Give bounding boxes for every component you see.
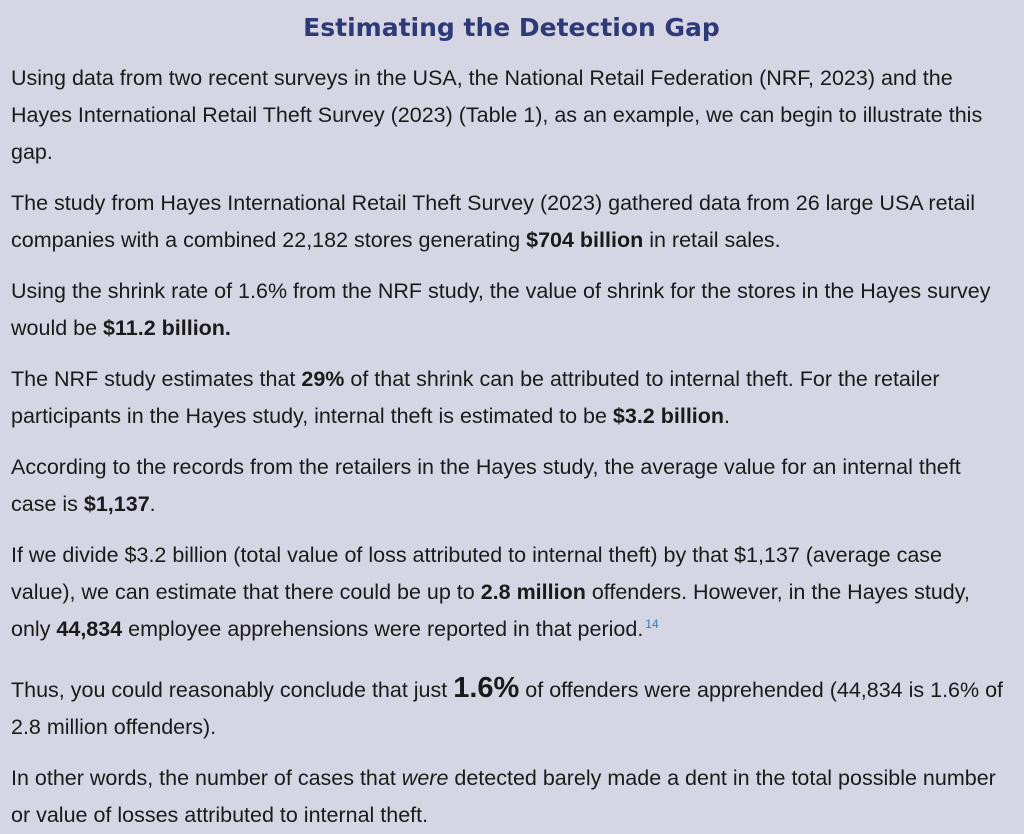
- average-case-value: $1,137: [83, 492, 150, 516]
- text-segment: According to the records from the retail…: [11, 455, 961, 516]
- text-segment: of offenders were apprehended (44,834 is…: [11, 678, 1004, 739]
- paragraph-shrink-rate: Using the shrink rate of 1.6% from the N…: [11, 273, 1012, 347]
- paragraph-offenders-estimate: If we divide $3.2 billion (total value o…: [11, 537, 1012, 648]
- footnote-reference[interactable]: 14: [645, 616, 659, 631]
- text-segment: Using the shrink rate of 1.6% from the N…: [11, 279, 991, 340]
- paragraph-conclusion: Thus, you could reasonably conclude that…: [11, 670, 1012, 746]
- retail-sales-figure: $704 billion: [526, 228, 644, 252]
- text-segment: of that shrink can be attributed to inte…: [11, 367, 940, 428]
- text-segment: offenders. However, in the Hayes study, …: [11, 580, 970, 641]
- internal-theft-value: $3.2 billion: [612, 404, 725, 428]
- emphasis-were: were: [401, 766, 449, 790]
- text-segment: The NRF study estimates that: [11, 367, 302, 391]
- text-segment: .: [149, 492, 156, 516]
- text-segment: employee apprehensions were reported in …: [122, 617, 644, 641]
- shrink-value-figure: $11.2 billion.: [103, 316, 231, 340]
- text-segment: .: [724, 404, 731, 428]
- paragraph-in-other-words: In other words, the number of cases that…: [11, 760, 1012, 834]
- internal-theft-percent: 29%: [301, 367, 345, 391]
- text-segment: In other words, the number of cases that: [11, 766, 402, 790]
- text-segment: If we divide $3.2 billion (total value o…: [11, 543, 943, 604]
- paragraph-surveys-intro: Using data from two recent surveys in th…: [11, 66, 983, 164]
- section-title: Estimating the Detection Gap: [303, 13, 720, 42]
- paragraph-internal-theft: The NRF study estimates that 29% of that…: [11, 361, 1012, 435]
- offenders-estimate: 2.8 million: [480, 580, 586, 604]
- text-segment: The study from Hayes International Retai…: [11, 191, 976, 252]
- paragraph-hayes-study: The study from Hayes International Retai…: [11, 185, 1012, 259]
- apprehension-rate: 1.6%: [453, 672, 520, 704]
- apprehensions-count: 44,834: [56, 617, 123, 641]
- text-segment: in retail sales.: [643, 228, 781, 252]
- text-segment: Thus, you could reasonably conclude that…: [11, 678, 454, 702]
- text-segment: detected barely made a dent in the total…: [11, 766, 996, 827]
- paragraph-average-case: According to the records from the retail…: [11, 449, 1012, 523]
